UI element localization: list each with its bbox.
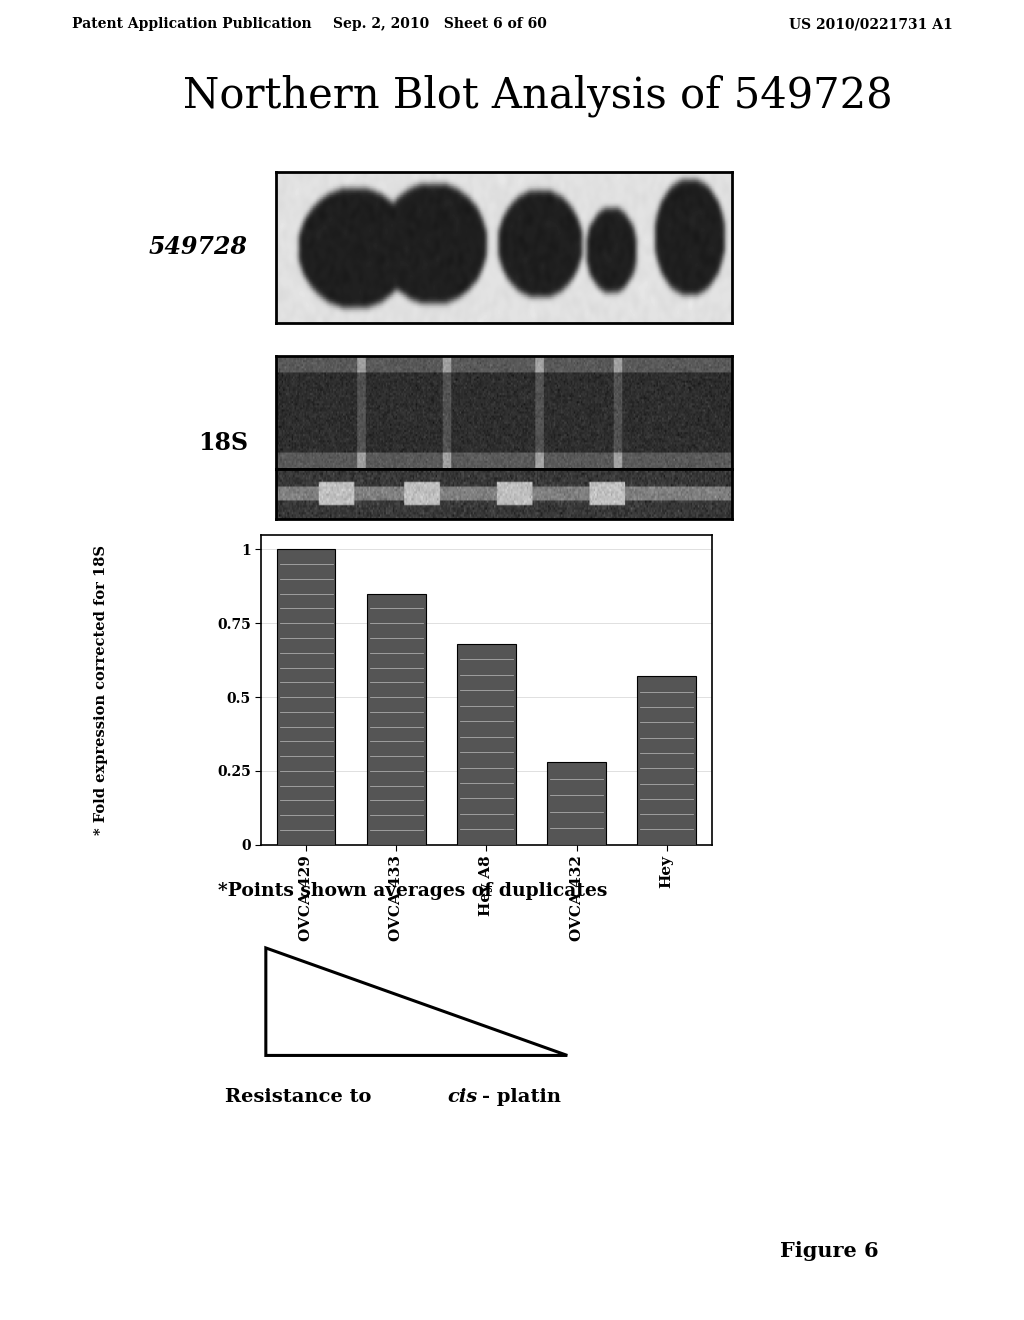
Text: 549728: 549728 <box>148 235 248 260</box>
Text: - platin: - platin <box>481 1088 560 1106</box>
Text: Sep. 2, 2010   Sheet 6 of 60: Sep. 2, 2010 Sheet 6 of 60 <box>334 17 547 32</box>
Text: cis: cis <box>447 1088 478 1106</box>
Text: * Fold expression corrected for 18S: * Fold expression corrected for 18S <box>94 545 108 834</box>
Text: 18S: 18S <box>198 430 248 455</box>
Text: Resistance to: Resistance to <box>225 1088 379 1106</box>
Bar <box>547 762 606 845</box>
Bar <box>457 644 516 845</box>
Text: *Points shown averages of duplicates: *Points shown averages of duplicates <box>218 882 607 900</box>
Bar <box>637 676 696 845</box>
Bar <box>367 594 426 845</box>
Text: Figure 6: Figure 6 <box>780 1241 879 1261</box>
Text: US 2010/0221731 A1: US 2010/0221731 A1 <box>788 17 952 32</box>
Text: Patent Application Publication: Patent Application Publication <box>72 17 311 32</box>
Text: Northern Blot Analysis of 549728: Northern Blot Analysis of 549728 <box>183 74 892 117</box>
Bar <box>276 549 336 845</box>
